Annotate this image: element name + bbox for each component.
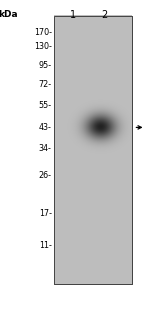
- Text: 72-: 72-: [39, 80, 52, 89]
- Text: 26-: 26-: [39, 171, 52, 180]
- Text: 95-: 95-: [39, 61, 52, 70]
- Text: 17-: 17-: [39, 209, 52, 218]
- Text: 2: 2: [102, 10, 108, 20]
- Bar: [54, 16, 132, 284]
- Text: kDa: kDa: [0, 10, 18, 19]
- Text: 55-: 55-: [39, 101, 52, 110]
- Text: 130-: 130-: [34, 43, 52, 51]
- Text: 43-: 43-: [39, 123, 52, 132]
- Text: 11-: 11-: [39, 241, 52, 250]
- Text: 34-: 34-: [39, 144, 52, 153]
- Text: 170-: 170-: [34, 28, 52, 37]
- Bar: [54, 16, 132, 284]
- Text: 1: 1: [70, 10, 76, 20]
